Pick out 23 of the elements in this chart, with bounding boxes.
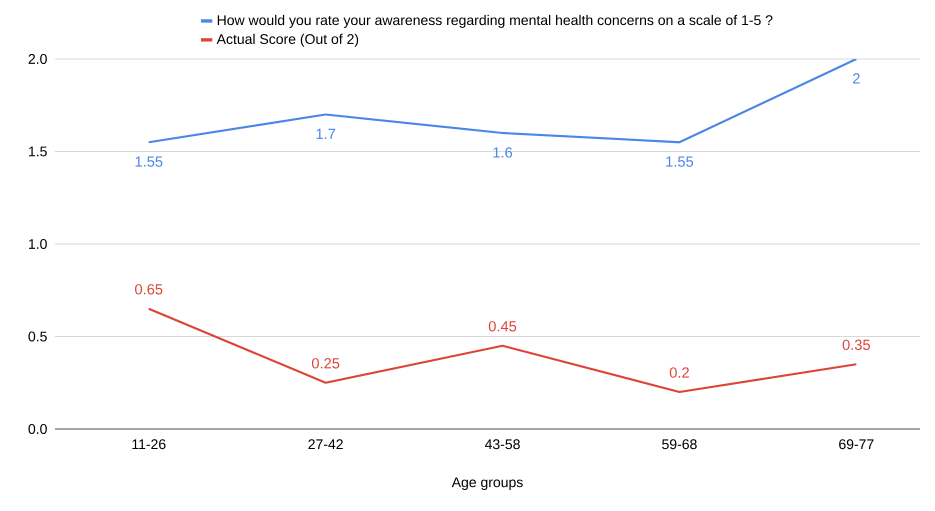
y-tick-label: 1.5	[29, 146, 47, 156]
x-tick-label: 27-42	[308, 439, 343, 450]
data-label: 0.35	[842, 340, 870, 350]
data-label: 0.25	[312, 358, 340, 368]
data-label: 0.45	[488, 321, 516, 332]
y-tick-label: 0.5	[28, 332, 47, 342]
data-label: 1.7	[316, 128, 336, 139]
y-tick-label: 0.0	[28, 424, 47, 434]
x-tick-label: 43-58	[484, 439, 520, 450]
data-label: 0.65	[135, 284, 162, 294]
legend-label: How would you rate your awareness regarding mental health concerns on a scale of 1-5 ?	[218, 14, 772, 28]
x-tick-label: 11-26	[132, 439, 166, 450]
data-label: 1.6	[493, 147, 512, 158]
data-label: 1.55	[666, 156, 694, 167]
data-label: 0.2	[670, 367, 689, 378]
y-tick-label: 2.0	[28, 54, 47, 64]
data-label: 2	[852, 73, 860, 84]
x-axis-title: Age groups	[452, 477, 523, 490]
data-label: 1.55	[136, 156, 162, 167]
x-tick-label: 69-77	[839, 439, 874, 450]
x-tick-label: 59-68	[662, 439, 697, 450]
y-tick-label: 1.0	[29, 239, 47, 249]
legend-label: Actual Score (Out of 2)	[216, 34, 358, 47]
